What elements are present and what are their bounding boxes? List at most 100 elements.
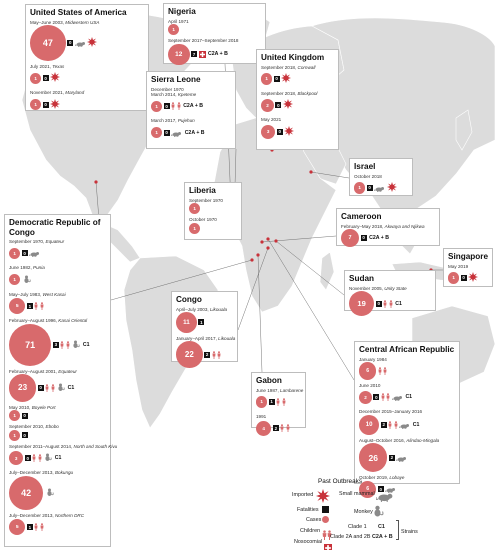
panel-title: Liberia xyxy=(189,186,216,195)
callout-line xyxy=(261,235,337,243)
outbreak-entry: July–December 2013, Northern DRC 5 1 xyxy=(9,513,106,536)
legend-clade2-code: C2A + B xyxy=(372,534,393,540)
location-marker xyxy=(256,253,260,257)
callout-line xyxy=(257,254,263,373)
callout-line xyxy=(237,247,269,331)
outbreak-stats: 1 0 C2A + B xyxy=(151,124,231,142)
outbreak-entry: May–June 2003, Midwestern USA 47 0 xyxy=(30,20,144,61)
child-icon xyxy=(40,518,44,536)
outbreak-entry: October 1970 1 xyxy=(189,217,237,234)
period-location: Lambarene xyxy=(280,387,304,393)
panel-title: Central African Republic xyxy=(359,345,455,354)
period-text: August–October 2016, xyxy=(359,438,405,443)
outbreak-entry: September 2011–August 2014, North and So… xyxy=(9,444,117,467)
period-location: Boyele Port xyxy=(31,404,56,410)
outbreak-stats: 10 2 C1 xyxy=(359,414,455,435)
case-count: 1 xyxy=(9,409,21,422)
outbreak-period: September 2018, Blackpool xyxy=(261,91,334,96)
case-count: 10 xyxy=(359,414,380,435)
case-count: 1 xyxy=(9,247,21,259)
case-count: 22 xyxy=(176,341,203,368)
case-count: 1 xyxy=(256,396,268,408)
outbreak-stats: 47 0 xyxy=(30,24,144,61)
monkey-icon xyxy=(43,449,52,467)
outbreak-period: February–August 1996, Kasai Oriental xyxy=(9,318,106,323)
mammal-icon xyxy=(391,388,403,406)
mammal-icon xyxy=(74,34,86,52)
period-text: September 1970, xyxy=(9,239,45,244)
fatality-count: 1 xyxy=(198,319,205,326)
outbreak-entry: February–August 1996, Kasai Oriental 71 3 C… xyxy=(9,318,106,366)
outbreak-entry: July–December 2013, Bokungu 42 xyxy=(9,470,106,510)
panel-title: Sudan xyxy=(349,274,375,283)
outbreak-entry: 1991 4 2 xyxy=(256,414,301,437)
strain-code: C1 xyxy=(395,300,402,307)
fatality-count: 0 xyxy=(42,101,49,108)
fatality-count: 2 xyxy=(272,425,279,432)
location-marker xyxy=(250,258,254,262)
child-icon xyxy=(378,362,382,380)
imported-icon xyxy=(50,69,61,87)
case-count: 5 xyxy=(9,298,26,315)
child-icon xyxy=(217,346,221,364)
case-count: 3 xyxy=(9,451,24,466)
case-count: 1 xyxy=(354,182,366,194)
case-count: 26 xyxy=(359,443,388,472)
fatality-count: 0 xyxy=(275,102,282,109)
strain-code: C2A + B xyxy=(183,103,204,110)
legend-clade2-label: Clade 2A and 2B xyxy=(330,534,371,540)
location-marker xyxy=(266,246,270,250)
outbreak-entry: September 1970 1 xyxy=(189,198,237,215)
panel-cameroon: Cameroon February–May 2018, Akwaya and Nj… xyxy=(336,208,440,248)
case-count: 1 xyxy=(168,23,180,36)
child-icon xyxy=(389,295,393,313)
period-location: Equateur xyxy=(58,369,77,374)
child-icon xyxy=(60,336,64,354)
fatality-count: 1 xyxy=(268,398,275,405)
monkey-icon xyxy=(371,505,384,523)
panel-title: Cameroon xyxy=(341,212,382,221)
period-text: November 2021, xyxy=(30,90,64,96)
imported-icon xyxy=(87,34,98,52)
outbreak-period: September 2010, Ebobo xyxy=(9,424,106,429)
outbreak-period: July 2021, Texas xyxy=(30,64,144,69)
panel-title: Nigeria xyxy=(168,7,196,16)
fatality-count: 1 xyxy=(26,524,33,531)
mammal-icon xyxy=(398,416,410,434)
case-count: 1 xyxy=(30,72,42,84)
outbreak-period: December 1970 xyxy=(151,87,231,92)
fatality-count: 0 xyxy=(163,129,170,136)
location-marker xyxy=(309,170,313,174)
imported-icon xyxy=(386,179,397,197)
period-text: May–July 1983, xyxy=(9,291,42,297)
period-text: February–August 1996, xyxy=(9,318,58,324)
fatality-count: 0 xyxy=(21,432,28,439)
legend-clade1-code: C1 xyxy=(378,524,385,530)
mammal-icon xyxy=(384,480,396,498)
panel-title: United Kingdom xyxy=(261,53,325,62)
fatality-count: 0 xyxy=(375,300,382,307)
legend-strains-bracket xyxy=(396,520,399,540)
legend-children-label: Children xyxy=(300,528,321,534)
period-text: February–August 2001, xyxy=(9,369,58,374)
outbreak-period: May 2021 xyxy=(261,117,334,122)
legend-monkey-label: Monkey xyxy=(354,509,373,515)
period-location: Alindao-Mingala xyxy=(406,438,440,443)
period-location: Likouala xyxy=(209,306,228,312)
outbreak-period: 1991 xyxy=(256,414,301,419)
child-icon xyxy=(386,388,390,406)
mammal-icon xyxy=(396,449,407,467)
legend-fatalities-swatch xyxy=(322,506,329,513)
outbreak-stats: 1 xyxy=(9,271,106,289)
outbreak-entry: March 2017, Pujehun 1 0 C2A + B xyxy=(151,118,231,141)
outbreak-entry: May 2010, Boyele Port 1 0 xyxy=(9,405,106,422)
child-icon xyxy=(212,346,216,364)
outbreak-period: May–June 2003, Midwestern USA xyxy=(30,20,144,25)
period-location: Kasai Oriental xyxy=(58,318,88,324)
